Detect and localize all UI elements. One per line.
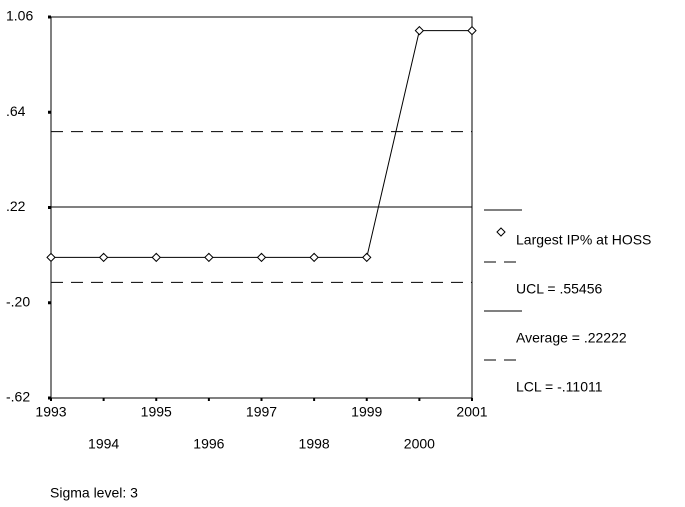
x-tick-label: 1995	[141, 404, 172, 420]
y-tick-label: -.62	[6, 389, 30, 405]
x-tick-label: 1996	[193, 436, 224, 452]
marker	[98, 252, 109, 263]
x-tick-label: 2001	[456, 404, 487, 420]
legend-symbol	[496, 227, 506, 237]
legend-label: Average = .22222	[516, 330, 627, 346]
legend-label: Largest IP% at HOSS	[516, 232, 651, 248]
marker	[362, 252, 372, 263]
x-tick-label: 2000	[404, 436, 435, 452]
marker	[309, 252, 319, 263]
marker	[46, 252, 56, 263]
x-tick-label: 1999	[351, 404, 382, 420]
legend-label: UCL = .55456	[516, 281, 602, 297]
x-tick-label: 1997	[246, 404, 277, 420]
legend-label: LCL = -.11011	[516, 379, 603, 395]
x-tick-label: 1994	[88, 436, 119, 452]
y-tick-label: .22	[6, 198, 26, 214]
x-tick-label: 1998	[299, 436, 330, 452]
marker	[204, 252, 214, 263]
marker	[256, 252, 267, 263]
footnote: Sigma level: 3	[50, 485, 138, 501]
series-line	[51, 30, 472, 258]
y-tick-label: .64	[6, 103, 26, 119]
marker	[467, 25, 477, 36]
y-tick-label: -.20	[6, 293, 30, 309]
marker	[151, 252, 161, 263]
x-tick-label: 1993	[35, 404, 66, 420]
y-tick-label: 1.06	[6, 8, 33, 24]
marker	[414, 25, 425, 36]
